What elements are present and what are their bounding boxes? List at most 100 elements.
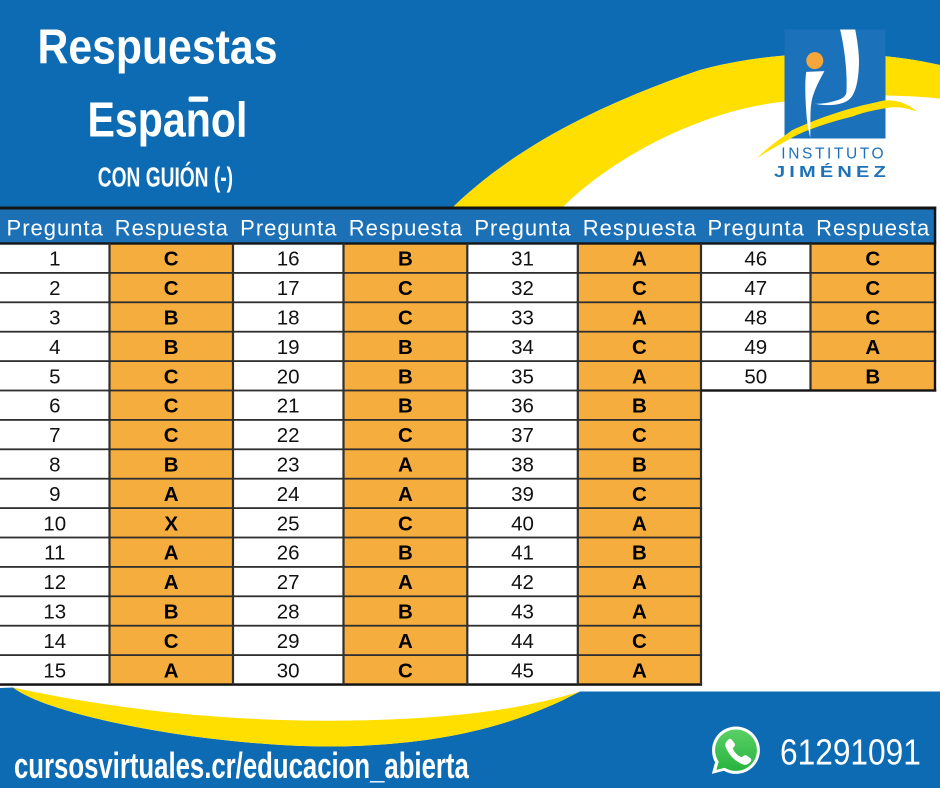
svg-text:7: 7 [49, 424, 60, 447]
svg-text:C: C [632, 630, 647, 653]
svg-text:43: 43 [511, 601, 534, 624]
svg-text:Respuestas: Respuestas [38, 19, 278, 75]
svg-text:Respuesta: Respuesta [816, 216, 930, 241]
svg-text:B: B [164, 454, 179, 477]
svg-text:36: 36 [511, 395, 534, 418]
svg-text:B: B [632, 395, 647, 418]
svg-text:3: 3 [49, 307, 60, 330]
svg-text:B: B [398, 248, 413, 271]
svg-text:B: B [632, 542, 647, 565]
svg-text:47: 47 [744, 277, 767, 300]
svg-text:19: 19 [277, 336, 300, 359]
svg-text:Pregunta: Pregunta [7, 216, 104, 241]
svg-text:Pregunta: Pregunta [240, 216, 337, 241]
svg-text:31: 31 [511, 248, 534, 271]
svg-text:A: A [164, 659, 179, 682]
svg-text:Espanol: Espanol [88, 92, 248, 147]
svg-text:A: A [398, 483, 413, 506]
svg-text:B: B [398, 601, 413, 624]
svg-text:B: B [865, 365, 880, 388]
svg-text:A: A [632, 365, 647, 388]
svg-text:C: C [865, 307, 880, 330]
svg-text:C: C [398, 424, 413, 447]
svg-text:39: 39 [511, 483, 534, 506]
svg-text:C: C [632, 483, 647, 506]
svg-text:23: 23 [277, 454, 300, 477]
svg-text:42: 42 [511, 571, 534, 594]
svg-text:28: 28 [277, 601, 300, 624]
svg-text:C: C [632, 336, 647, 359]
svg-text:CON GUIÓN (-): CON GUIÓN (-) [98, 161, 233, 193]
svg-text:6: 6 [49, 395, 60, 418]
svg-text:Respuesta: Respuesta [349, 216, 463, 241]
svg-text:Pregunta: Pregunta [474, 216, 571, 241]
svg-text:44: 44 [511, 630, 534, 653]
svg-text:41: 41 [511, 542, 534, 565]
svg-text:A: A [632, 659, 647, 682]
svg-text:9: 9 [49, 483, 60, 506]
svg-text:C: C [164, 277, 179, 300]
svg-text:45: 45 [511, 659, 534, 682]
svg-text:61291091: 61291091 [780, 732, 921, 773]
svg-text:49: 49 [744, 336, 767, 359]
svg-text:5: 5 [49, 365, 60, 388]
svg-text:B: B [164, 336, 179, 359]
svg-text:30: 30 [277, 659, 300, 682]
svg-text:20: 20 [277, 365, 300, 388]
svg-text:29: 29 [277, 630, 300, 653]
svg-text:22: 22 [277, 424, 300, 447]
svg-text:A: A [164, 542, 179, 565]
svg-text:Respuesta: Respuesta [583, 216, 697, 241]
svg-text:34: 34 [511, 336, 534, 359]
svg-text:C: C [164, 365, 179, 388]
svg-text:4: 4 [49, 336, 60, 359]
svg-text:cursosvirtuales.cr/educacion_a: cursosvirtuales.cr/educacion_abierta [14, 746, 469, 786]
svg-text:12: 12 [43, 571, 66, 594]
svg-text:B: B [398, 542, 413, 565]
svg-text:11: 11 [44, 542, 65, 565]
svg-text:A: A [398, 571, 413, 594]
svg-text:38: 38 [511, 454, 534, 477]
svg-text:A: A [398, 630, 413, 653]
svg-text:B: B [398, 365, 413, 388]
svg-text:JIMÉNEZ: JIMÉNEZ [774, 162, 890, 181]
svg-text:13: 13 [43, 601, 66, 624]
svg-text:35: 35 [511, 365, 534, 388]
svg-text:A: A [632, 601, 647, 624]
svg-text:Respuesta: Respuesta [115, 216, 229, 241]
svg-text:10: 10 [43, 512, 66, 535]
svg-text:C: C [164, 395, 179, 418]
svg-text:A: A [865, 336, 880, 359]
svg-text:C: C [865, 248, 880, 271]
svg-text:C: C [398, 659, 413, 682]
svg-text:8: 8 [49, 454, 60, 477]
svg-text:X: X [164, 512, 178, 535]
svg-text:C: C [164, 630, 179, 653]
svg-text:24: 24 [277, 483, 300, 506]
svg-text:48: 48 [744, 307, 767, 330]
svg-text:27: 27 [277, 571, 300, 594]
svg-text:A: A [398, 454, 413, 477]
svg-text:37: 37 [511, 424, 534, 447]
svg-text:C: C [865, 277, 880, 300]
svg-text:INSTITUTO: INSTITUTO [781, 146, 886, 163]
svg-text:B: B [398, 336, 413, 359]
svg-text:1: 1 [49, 248, 60, 271]
svg-text:A: A [632, 512, 647, 535]
svg-text:21: 21 [277, 395, 300, 418]
svg-text:17: 17 [277, 277, 300, 300]
svg-text:26: 26 [277, 542, 300, 565]
svg-text:A: A [632, 307, 647, 330]
svg-text:A: A [632, 571, 647, 594]
svg-text:2: 2 [49, 277, 60, 300]
svg-text:A: A [164, 571, 179, 594]
svg-text:C: C [632, 277, 647, 300]
svg-text:18: 18 [277, 307, 300, 330]
svg-text:B: B [164, 601, 179, 624]
svg-text:Pregunta: Pregunta [708, 216, 805, 241]
svg-text:33: 33 [511, 307, 534, 330]
svg-text:50: 50 [744, 365, 767, 388]
svg-text:14: 14 [43, 630, 66, 653]
svg-text:C: C [398, 277, 413, 300]
svg-text:A: A [164, 483, 179, 506]
